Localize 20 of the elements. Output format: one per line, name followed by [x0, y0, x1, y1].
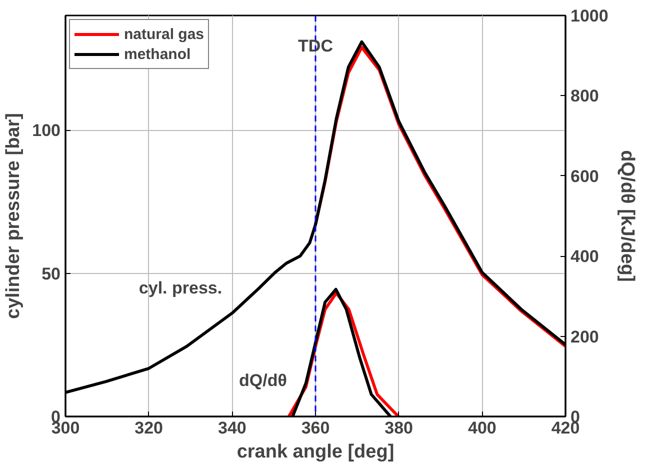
y-tick-label: 50 [42, 264, 61, 284]
annotation: dQ/dθ [239, 370, 287, 390]
y2-axis-title: dQ/dθ [kJ/deg] [616, 150, 638, 282]
y2-tick-label: 200 [570, 327, 599, 346]
x-tick-label: 340 [218, 418, 246, 438]
x-tick-label: 320 [134, 418, 164, 438]
x-tick-label: 360 [301, 418, 330, 438]
annotation: cyl. press. [138, 278, 222, 298]
y2-tick-label: 600 [570, 166, 599, 186]
x-axis-title: crank angle [deg] [236, 442, 394, 462]
y2-tick-label: 400 [570, 247, 599, 266]
x-tick-label: 380 [384, 418, 414, 438]
y2-tick-label: 1000 [570, 6, 608, 26]
ref-line-label: TDC [298, 36, 333, 56]
y-tick-label: 100 [32, 121, 61, 140]
y-axis-title: cylinder pressure [bar] [3, 113, 24, 319]
y2-tick-label: 800 [570, 86, 599, 106]
x-tick-label: 400 [468, 418, 496, 438]
legend-label: natural gas [124, 26, 204, 42]
legend-label: methanol [124, 46, 191, 62]
